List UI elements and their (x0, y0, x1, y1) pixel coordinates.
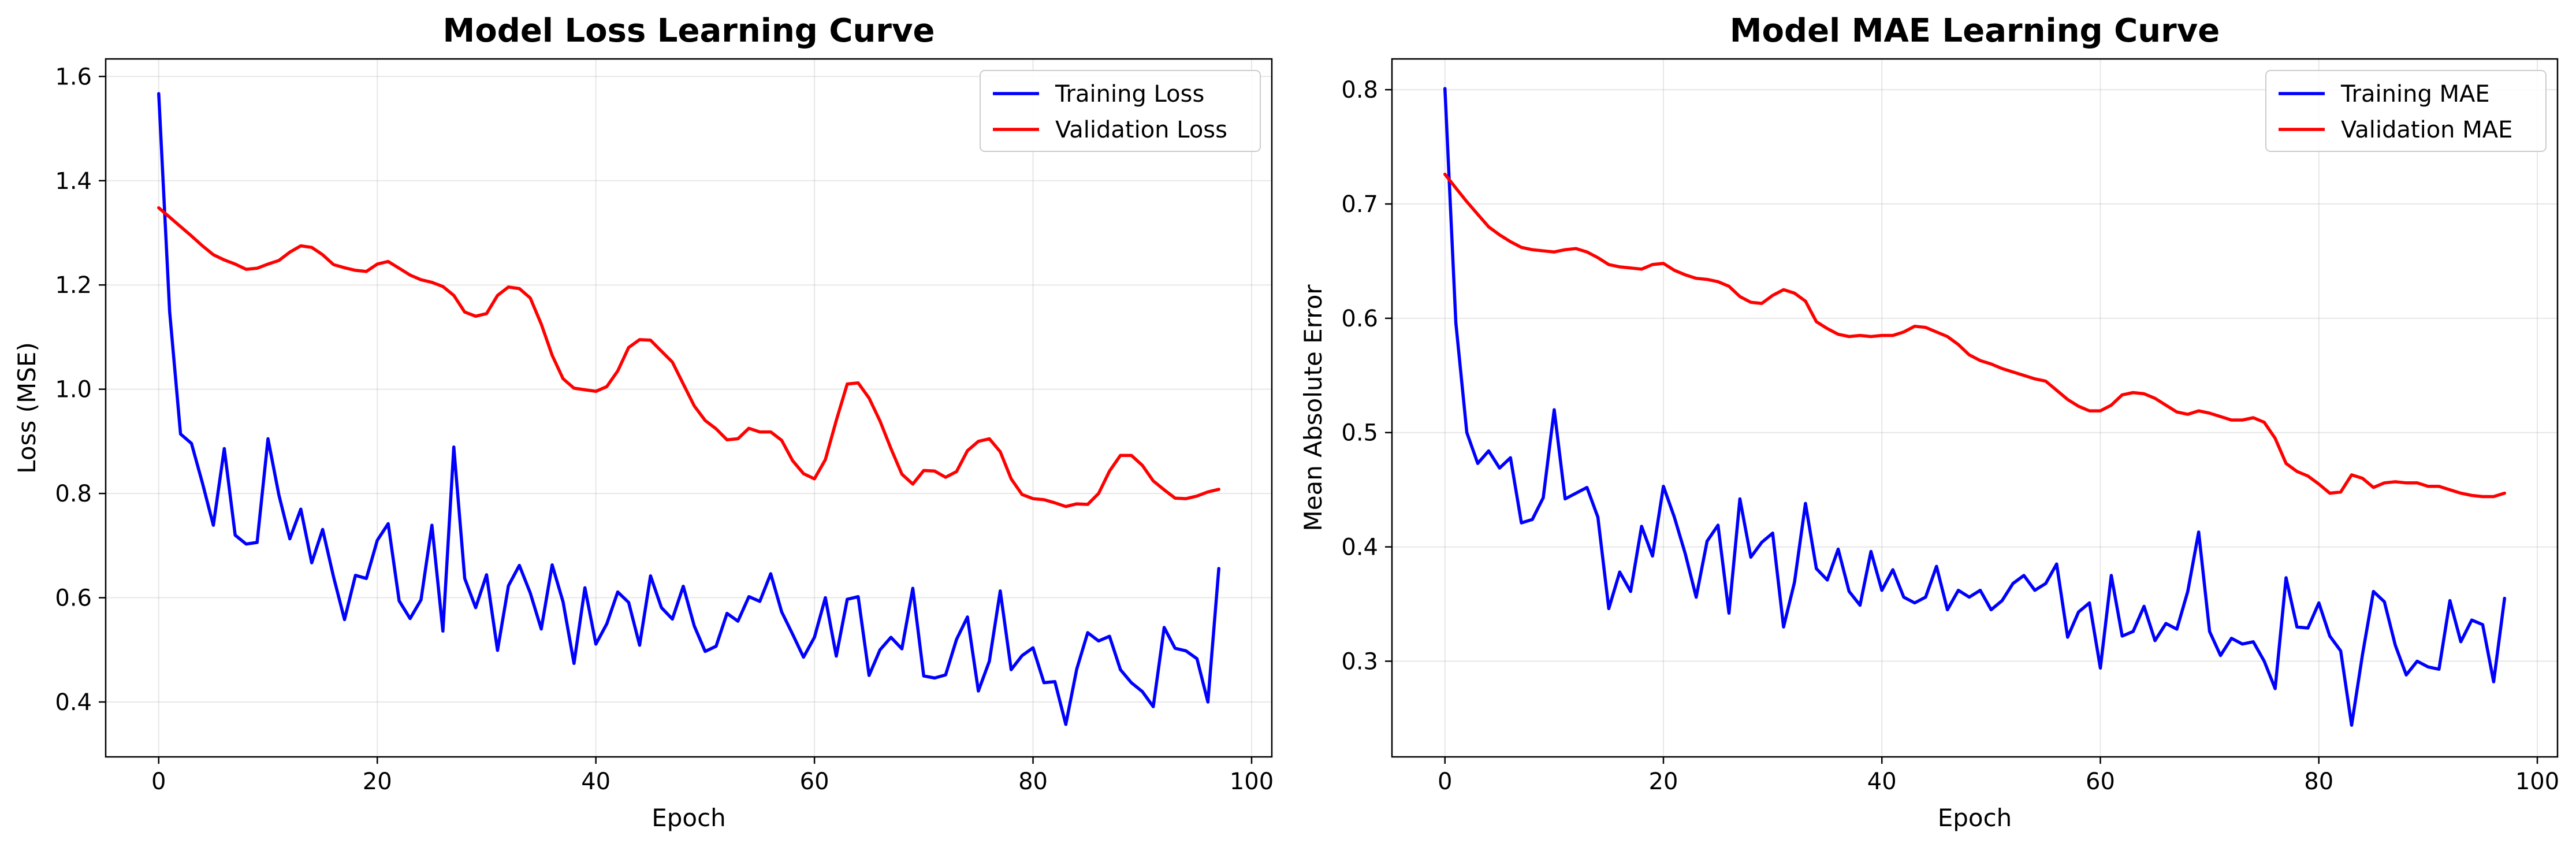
mae-x-axis-label: Epoch (1938, 804, 2012, 832)
loss-y-tick-label: 0.8 (55, 481, 92, 507)
mae-y-tick-label: 0.6 (1341, 306, 1378, 332)
mae-y-tick-label: 0.4 (1341, 534, 1378, 561)
loss-y-tick-label: 0.4 (55, 689, 92, 716)
loss-y-tick-label: 1.0 (55, 377, 92, 403)
loss-legend-label: Validation Loss (1055, 117, 1227, 143)
loss-x-tick-label: 0 (151, 768, 166, 795)
loss-legend: Training Loss Validation Loss (980, 70, 1261, 152)
loss-y-axis-label: Loss (MSE) (13, 342, 41, 474)
mae-chart-title: Model MAE Learning Curve (1730, 12, 2220, 50)
mae-x-tick-label: 60 (2086, 768, 2115, 795)
mae-axes-frame (1391, 58, 2559, 758)
loss-y-tick-label: 1.4 (55, 168, 92, 195)
loss-x-tick-label: 80 (1018, 768, 1048, 795)
mae-legend: Training MAE Validation MAE (2265, 70, 2547, 152)
mae-legend-label: Training MAE (2340, 81, 2490, 107)
loss-chart-panel: 0 20 40 60 80 100 0.4 0.6 0.8 1.0 1.2 1.4 1.6 Model L… (13, 12, 1274, 832)
mae-chart-panel: 0 20 40 60 80 100 0.3 0.4 0.5 0.6 0.7 0.8 Model MAE … (1299, 12, 2559, 832)
loss-series-line-validation-loss (157, 206, 1220, 508)
loss-x-tick-label: 60 (800, 768, 829, 795)
mae-x-tick-label: 0 (1438, 768, 1452, 795)
loss-legend-box (980, 70, 1261, 152)
loss-series-line-training-loss (157, 92, 1220, 726)
loss-x-axis-label: Epoch (652, 804, 726, 832)
loss-y-tick-label: 1.2 (55, 272, 92, 299)
mae-x-tick-label: 40 (1867, 768, 1897, 795)
mae-series-line-validation-mae (1443, 172, 2507, 499)
mae-x-tick-label: 80 (2304, 768, 2333, 795)
loss-axes-frame (105, 58, 1273, 758)
loss-y-tick-label: 1.6 (55, 64, 92, 90)
mae-legend-box (2265, 70, 2547, 152)
mae-y-tick-label: 0.3 (1341, 648, 1378, 675)
mae-series-line-training-mae (1443, 87, 2507, 727)
loss-x-tick-label: 40 (581, 768, 611, 795)
mae-x-tick-label: 20 (1649, 768, 1678, 795)
mae-legend-label: Validation MAE (2341, 117, 2512, 143)
mae-x-tick-label: 100 (2515, 768, 2559, 795)
loss-chart-title: Model Loss Learning Curve (443, 12, 935, 50)
mae-y-tick-label: 0.7 (1341, 191, 1378, 218)
mae-y-axis-label: Mean Absolute Error (1299, 284, 1327, 532)
loss-y-tick-label: 0.6 (55, 585, 92, 612)
mae-y-tick-label: 0.8 (1341, 77, 1378, 103)
mae-y-tick-label: 0.5 (1341, 420, 1378, 447)
loss-legend-label: Training Loss (1055, 81, 1204, 107)
loss-x-tick-label: 20 (363, 768, 392, 795)
loss-x-tick-label: 100 (1230, 768, 1274, 795)
